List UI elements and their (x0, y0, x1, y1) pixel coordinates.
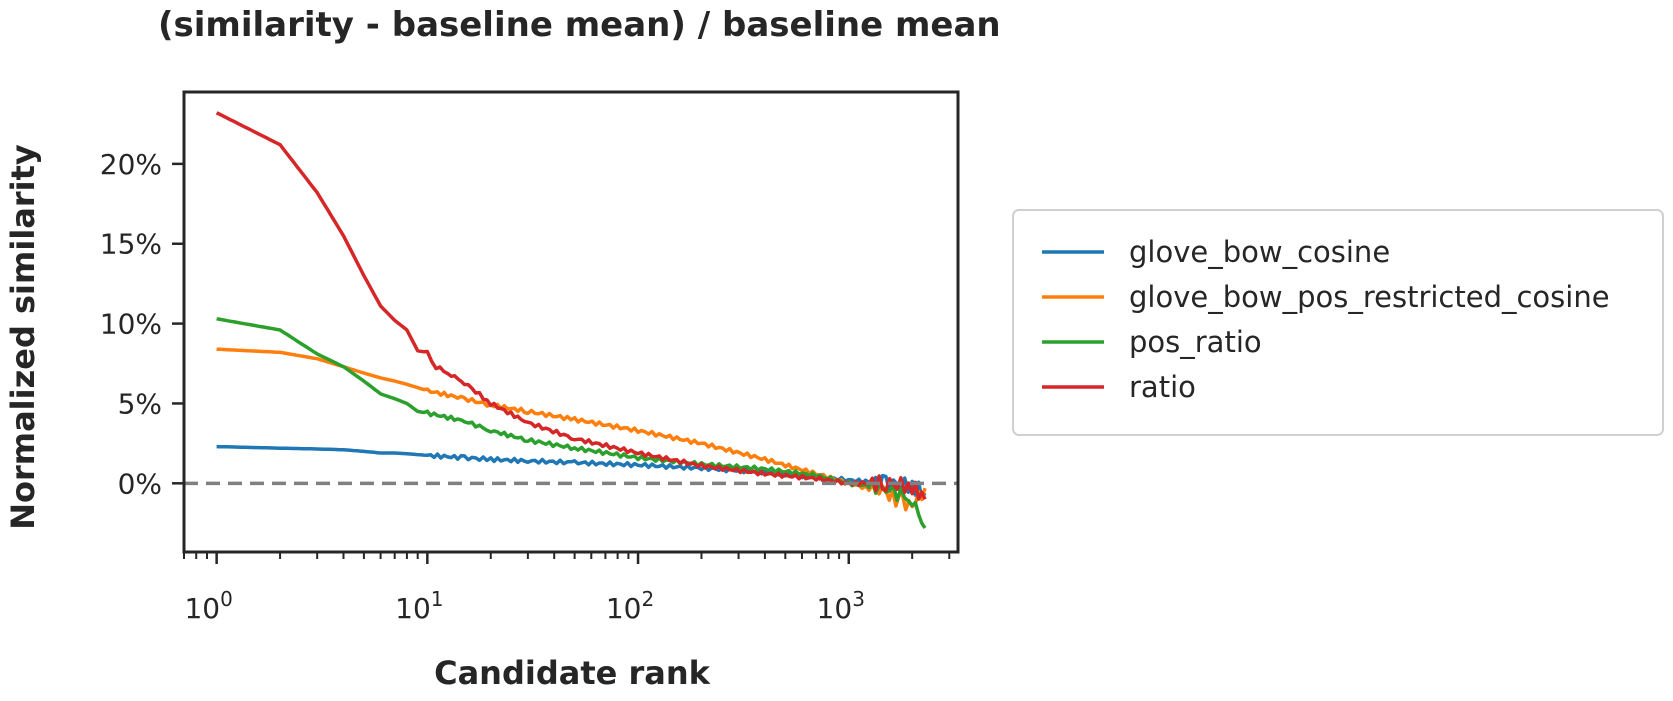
x-axis-label: Candidate rank (434, 654, 711, 692)
y-tick-label: 20% (100, 148, 162, 181)
series-line-ratio (215, 111, 927, 501)
y-axis-label: Normalized similarity (4, 144, 42, 530)
legend-label-ratio: ratio (1129, 370, 1196, 404)
y-tick-label: 5% (118, 387, 162, 420)
x-axis: 100 101 102 103 (183, 552, 951, 625)
series-line-pos-ratio (216, 317, 927, 529)
legend: glove_bow_cosine glove_bow_pos_restricted… (1012, 209, 1664, 436)
x-tick-label: 100 (184, 587, 232, 625)
series-line-glove-bow-cosine (216, 444, 927, 500)
x-tick-label: 102 (606, 587, 654, 625)
x-tick-label: 103 (817, 587, 865, 625)
legend-label-glove-bow-cosine: glove_bow_cosine (1129, 235, 1390, 269)
y-axis: 0% 5% 10% 15% 20% (100, 148, 184, 500)
x-tick-label: 101 (395, 587, 443, 625)
legend-box (1012, 209, 1664, 436)
y-tick-label: 0% (118, 467, 162, 500)
series-layer (215, 111, 927, 529)
y-tick-label: 15% (100, 228, 162, 261)
y-tick-label: 10% (100, 308, 162, 341)
legend-label-pos-ratio: pos_ratio (1129, 325, 1262, 359)
chart-title: (similarity - baseline mean) / baseline … (158, 5, 1001, 45)
legend-label-glove-bow-pos-restricted-cosine: glove_bow_pos_restricted_cosine (1129, 280, 1610, 314)
series-line-glove-bow-pos-restricted-cosine (216, 347, 927, 512)
plot-frame (182, 90, 960, 554)
